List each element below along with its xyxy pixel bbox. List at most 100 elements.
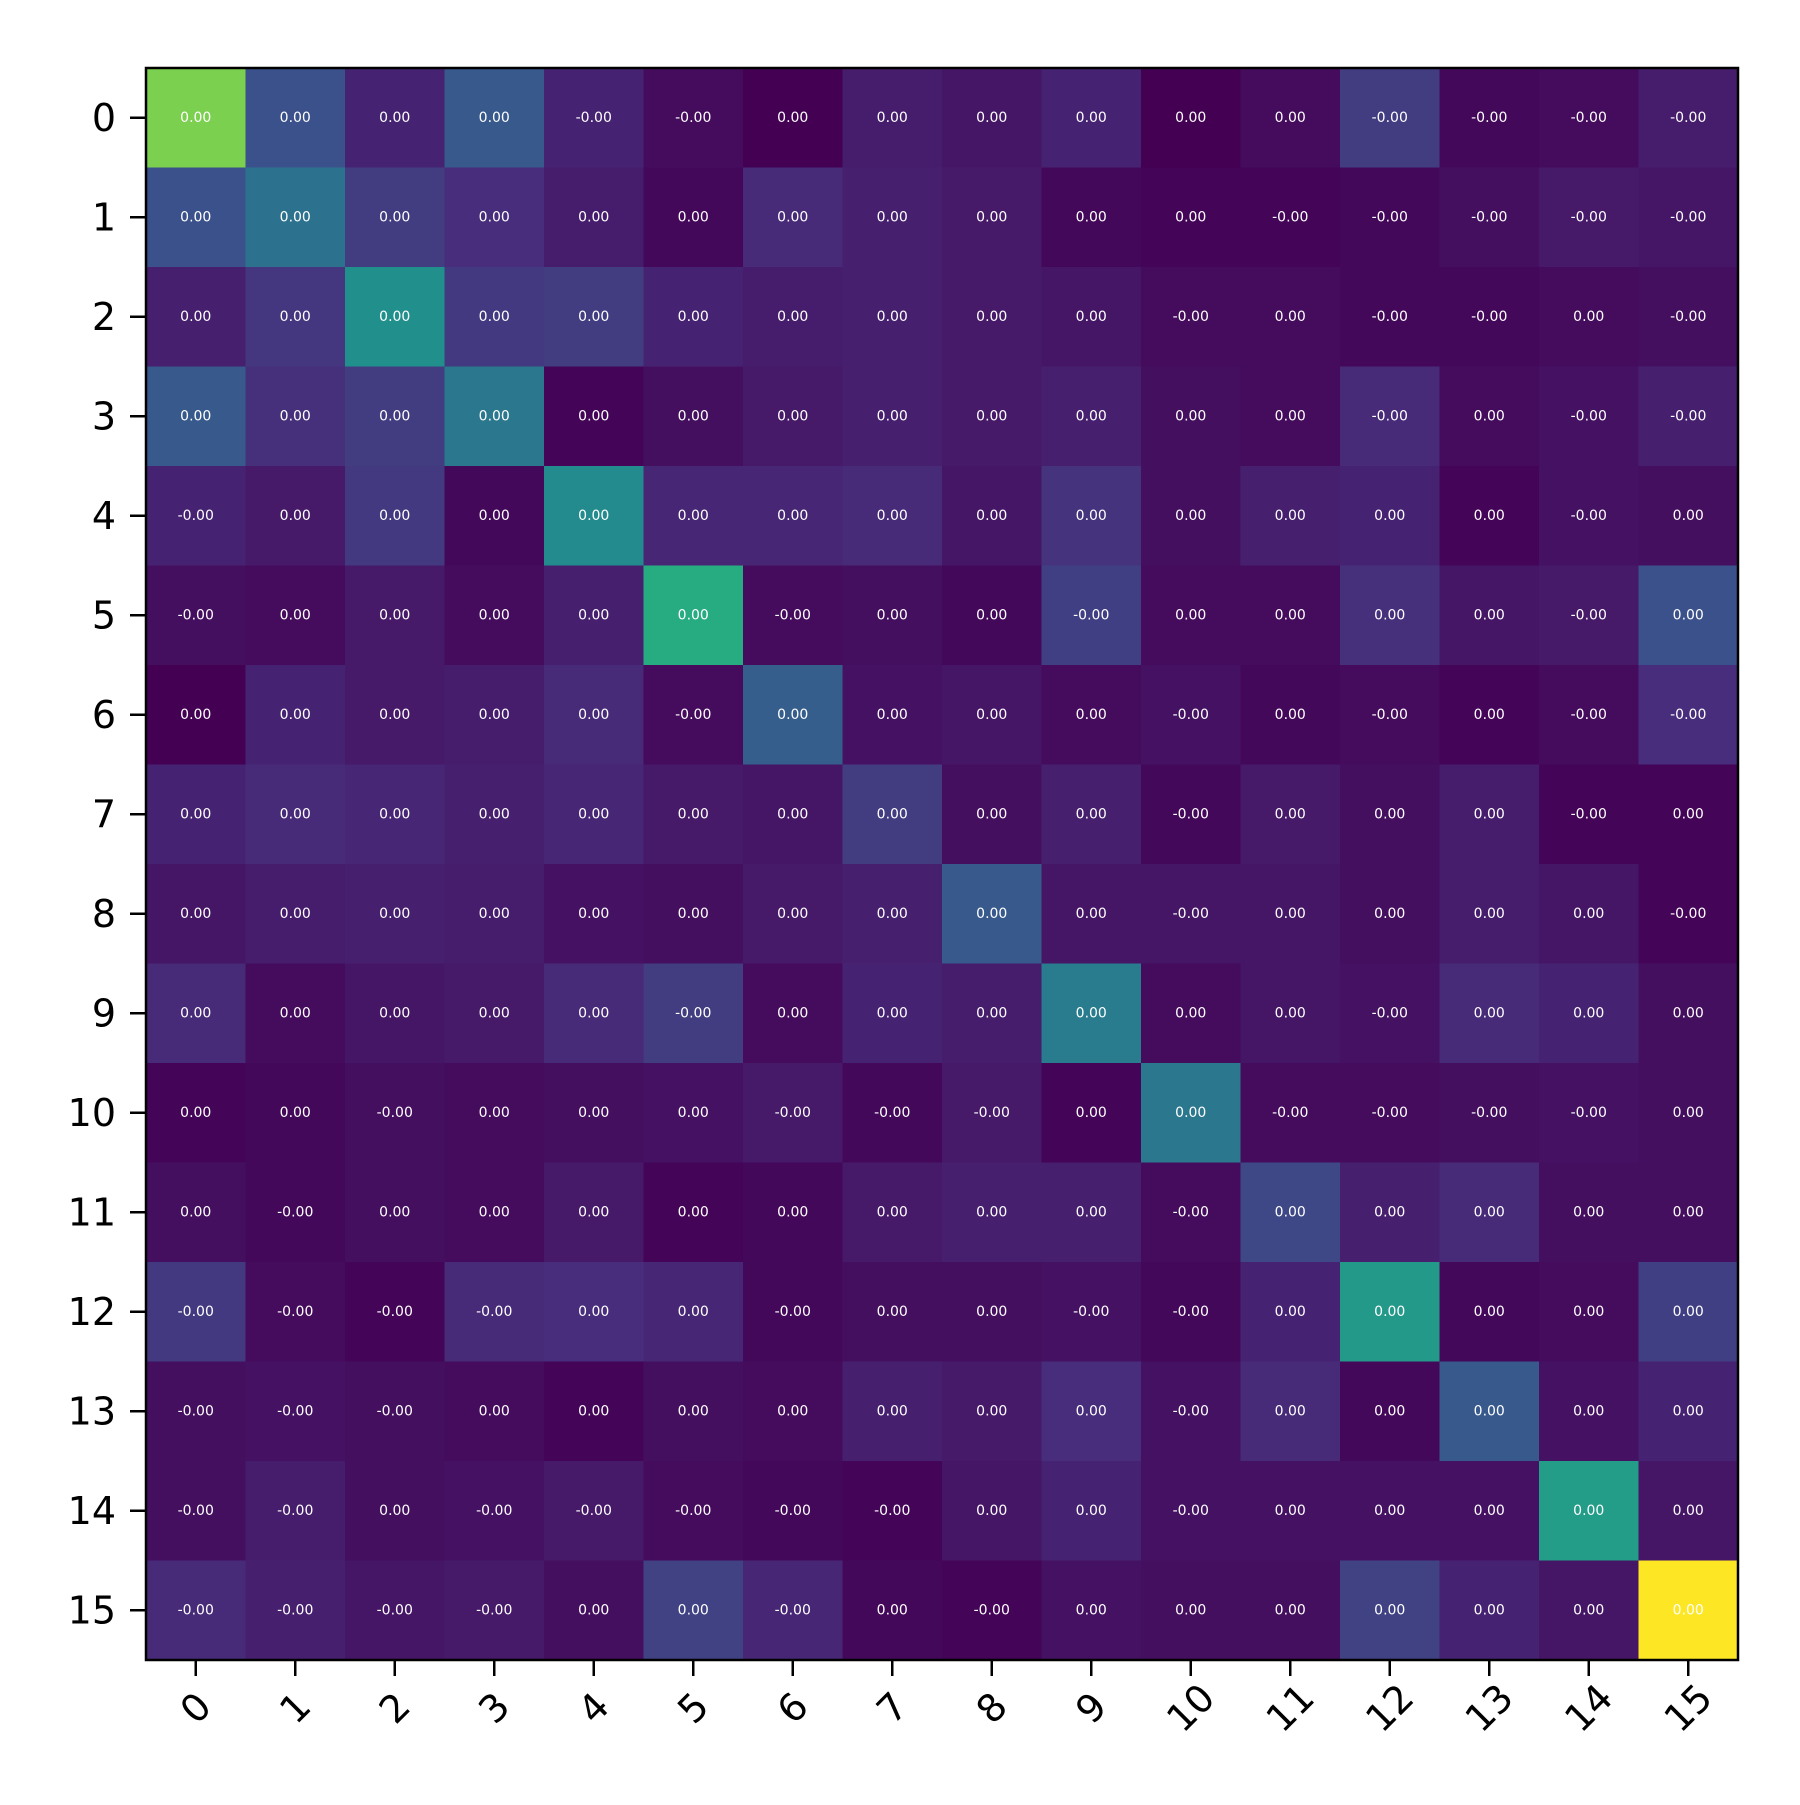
cell-value-label: -0.00 xyxy=(277,1602,313,1618)
cell-value-label: 0.00 xyxy=(877,1403,908,1419)
heatmap-cell-r5-c7 xyxy=(842,565,943,666)
cell-value-label: 0.00 xyxy=(1673,1204,1704,1220)
heatmap-cell-r1-c15 xyxy=(1638,167,1739,268)
heatmap-cell-r15-c9 xyxy=(1041,1560,1142,1661)
heatmap-cell-r1-c7 xyxy=(842,167,943,268)
heatmap-cell-r3-c0 xyxy=(146,366,246,467)
heatmap-cell-r11-c3 xyxy=(444,1162,545,1263)
heatmap-cell-r10-c11 xyxy=(1240,1063,1341,1163)
cell-value-label: -0.00 xyxy=(1670,707,1706,723)
y-tick-label: 10 xyxy=(68,1091,116,1135)
heatmap-cell-r5-c14 xyxy=(1539,565,1639,666)
heatmap-cell-r8-c5 xyxy=(643,864,744,964)
heatmap-cell-r11-c0 xyxy=(146,1162,246,1263)
heatmap-cell-r15-c1 xyxy=(245,1560,346,1661)
cell-value-label: 0.00 xyxy=(1573,906,1604,922)
cell-value-label: 0.00 xyxy=(1474,1204,1505,1220)
x-tick-label: 0 xyxy=(172,1684,220,1732)
cell-value-label: -0.00 xyxy=(675,1005,711,1021)
cell-value-label: 0.00 xyxy=(1474,1602,1505,1618)
heatmap-cell-r0-c2 xyxy=(345,68,445,168)
cell-value-label: -0.00 xyxy=(974,1602,1010,1618)
heatmap-cell-r7-c3 xyxy=(444,764,545,865)
heatmap-cell-r6-c2 xyxy=(345,665,445,765)
heatmap-cell-r12-c6 xyxy=(743,1262,843,1362)
cell-value-label: 0.00 xyxy=(678,607,709,623)
cell-value-label: 0.00 xyxy=(479,1005,510,1021)
cell-value-label: 0.00 xyxy=(1474,1005,1505,1021)
heatmap-cell-r14-c10 xyxy=(1141,1461,1241,1561)
heatmap-cell-r0-c14 xyxy=(1539,68,1639,168)
cell-value-label: 0.00 xyxy=(1573,1602,1604,1618)
cell-value-label: 0.00 xyxy=(976,906,1007,922)
cell-value-label: 0.00 xyxy=(479,408,510,424)
cell-value-label: 0.00 xyxy=(976,110,1007,126)
cell-value-label: 0.00 xyxy=(1076,707,1107,723)
heatmap-cell-r12-c14 xyxy=(1539,1262,1639,1362)
cell-value-label: 0.00 xyxy=(1374,806,1405,822)
cell-value-label: 0.00 xyxy=(777,1403,808,1419)
heatmap-cell-r10-c3 xyxy=(444,1063,545,1163)
y-tick-label: 12 xyxy=(68,1290,116,1334)
x-tick-label: 6 xyxy=(769,1684,817,1732)
x-tick-label: 7 xyxy=(868,1684,916,1732)
heatmap-cell-r2-c0 xyxy=(146,267,246,367)
heatmap-cell-r12-c11 xyxy=(1240,1262,1341,1362)
cell-value-label: 0.00 xyxy=(1076,1503,1107,1519)
heatmap-cell-r7-c15 xyxy=(1638,764,1739,865)
cell-value-label: 0.00 xyxy=(1076,1204,1107,1220)
cell-value-label: 0.00 xyxy=(1573,1204,1604,1220)
heatmap-cell-r8-c14 xyxy=(1539,864,1639,964)
cell-value-label: 0.00 xyxy=(1673,1105,1704,1121)
cell-value-label: 0.00 xyxy=(1374,607,1405,623)
cell-value-label: 0.00 xyxy=(678,1403,709,1419)
cell-value-label: 0.00 xyxy=(877,309,908,325)
heatmap-cell-r6-c15 xyxy=(1638,665,1739,765)
cell-value-label: 0.00 xyxy=(1175,607,1206,623)
cell-value-label: 0.00 xyxy=(280,408,311,424)
cell-value-label: 0.00 xyxy=(180,707,211,723)
heatmap-cell-r9-c5 xyxy=(643,963,744,1064)
heatmap-cell-r9-c6 xyxy=(743,963,843,1064)
cell-value-label: 0.00 xyxy=(1275,1204,1306,1220)
heatmap-cell-r1-c11 xyxy=(1240,167,1341,268)
cell-value-label: 0.00 xyxy=(280,1005,311,1021)
heatmap-cell-r2-c1 xyxy=(245,267,346,367)
cell-value-label: -0.00 xyxy=(178,607,214,623)
heatmap-cell-r11-c7 xyxy=(842,1162,943,1263)
cell-value-label: 0.00 xyxy=(1474,906,1505,922)
cell-value-label: 0.00 xyxy=(180,1005,211,1021)
heatmap-cell-r14-c15 xyxy=(1638,1461,1739,1561)
heatmap-cell-r7-c7 xyxy=(842,764,943,865)
cell-value-label: -0.00 xyxy=(476,1304,512,1320)
heatmap-cell-r4-c9 xyxy=(1041,466,1142,566)
heatmap-cell-r10-c8 xyxy=(942,1063,1042,1163)
cell-value-label: 0.00 xyxy=(1076,209,1107,225)
y-tick-label: 1 xyxy=(92,195,116,239)
heatmap-cell-r12-c1 xyxy=(245,1262,346,1362)
heatmap-cell-r7-c4 xyxy=(544,764,644,865)
cell-value-label: -0.00 xyxy=(1372,309,1408,325)
cell-value-label: 0.00 xyxy=(280,209,311,225)
heatmap-cell-r15-c0 xyxy=(146,1560,246,1661)
cell-value-label: 0.00 xyxy=(1275,1403,1306,1419)
cell-value-label: 0.00 xyxy=(877,1005,908,1021)
heatmap-cell-r12-c8 xyxy=(942,1262,1042,1362)
heatmap-cell-r7-c10 xyxy=(1141,764,1241,865)
heatmap-cell-r2-c12 xyxy=(1340,267,1440,367)
cell-value-label: 0.00 xyxy=(777,1005,808,1021)
heatmap-cell-r11-c4 xyxy=(544,1162,644,1263)
cell-value-label: 0.00 xyxy=(678,806,709,822)
heatmap-cell-r6-c13 xyxy=(1439,665,1540,765)
cell-value-label: 0.00 xyxy=(180,1204,211,1220)
cell-value-label: 0.00 xyxy=(1175,110,1206,126)
cell-value-label: 0.00 xyxy=(976,607,1007,623)
cell-value-label: 0.00 xyxy=(280,110,311,126)
heatmap-cell-r9-c11 xyxy=(1240,963,1341,1064)
heatmap-cell-r4-c1 xyxy=(245,466,346,566)
cell-value-label: -0.00 xyxy=(377,1403,413,1419)
cell-value-label: -0.00 xyxy=(1670,906,1706,922)
cell-value-label: 0.00 xyxy=(479,707,510,723)
cell-value-label: -0.00 xyxy=(1173,309,1209,325)
cell-value-label: 0.00 xyxy=(678,1602,709,1618)
